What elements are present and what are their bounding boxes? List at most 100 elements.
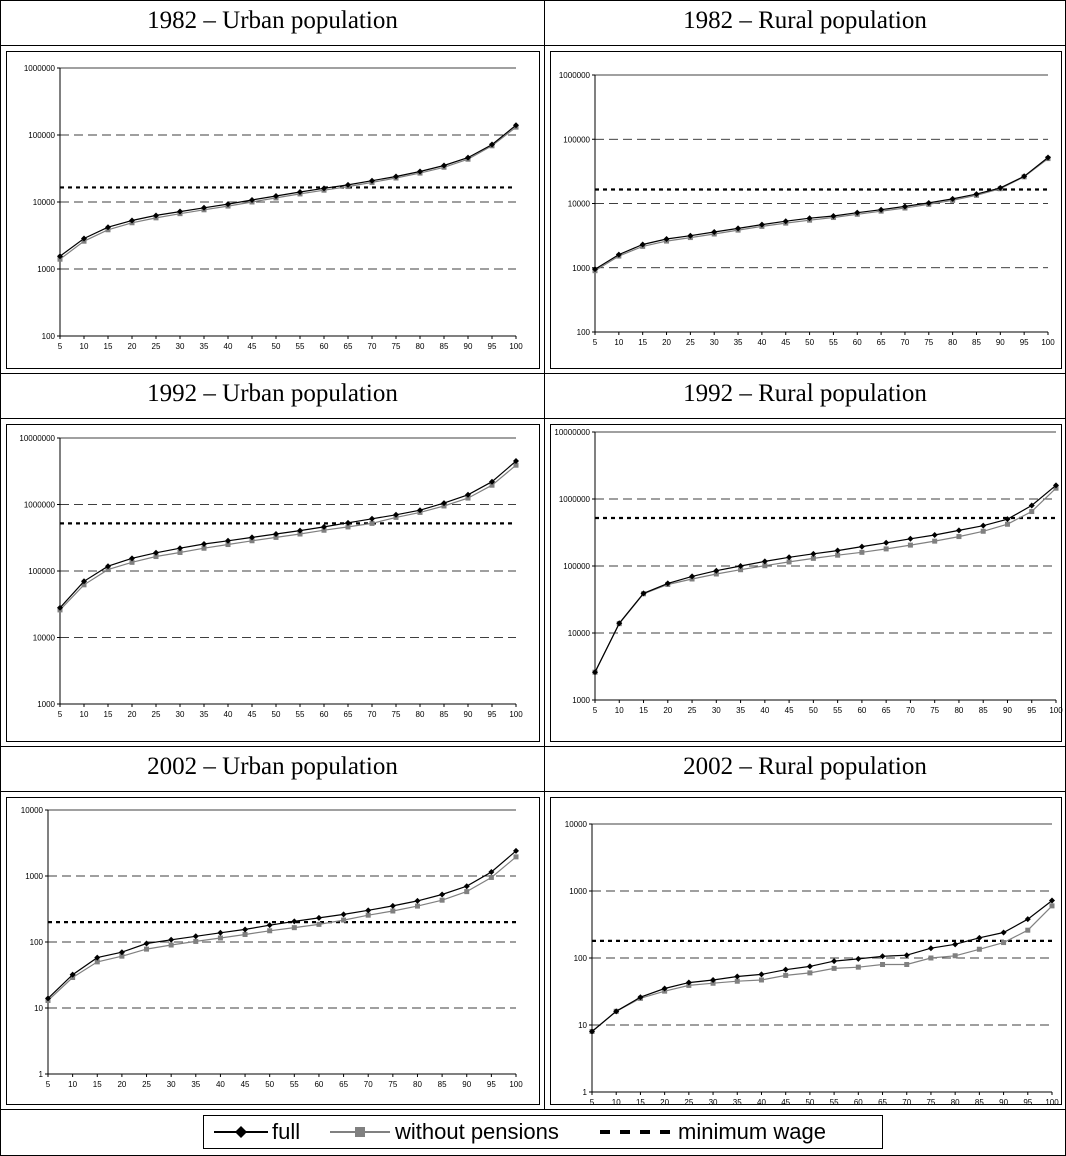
x-tick-label-2002-urban: 35 [191, 1080, 200, 1089]
point-full-1992-urban [369, 515, 375, 522]
x-tick-label-2002-rural: 20 [660, 1098, 669, 1107]
y-tick-label-1982-urban: 100000 [28, 131, 55, 140]
x-tick-label-1992-urban: 100 [509, 710, 523, 719]
x-tick-label-2002-rural: 95 [1023, 1098, 1032, 1107]
x-tick-label-1992-rural: 75 [930, 706, 939, 715]
point-without-pensions-2002-urban [144, 946, 150, 952]
point-without-pensions-1992-urban [81, 582, 87, 588]
y-tick-label-1992-urban: 10000 [33, 634, 56, 643]
point-without-pensions-2002-rural [928, 955, 934, 961]
point-full-1992-urban [297, 527, 303, 534]
point-full-1982-rural [1045, 154, 1051, 161]
y-tick-label-2002-rural: 1000 [569, 887, 587, 896]
x-tick-label-1992-urban: 75 [392, 710, 401, 719]
point-full-1982-rural [949, 195, 956, 202]
y-tick-label-1982-rural: 100 [577, 328, 591, 337]
x-tick-label-1982-rural: 50 [805, 338, 814, 347]
point-full-1982-rural [830, 212, 837, 219]
x-tick-label-1982-rural: 40 [757, 338, 766, 347]
x-tick-label-2002-rural: 80 [951, 1098, 960, 1107]
y-tick-label-1992-rural: 10000 [568, 629, 591, 638]
chart-title-2002-rural: 2002 – Rural population [683, 753, 927, 780]
x-tick-label-1982-rural: 80 [948, 338, 957, 347]
point-full-2002-urban [242, 926, 249, 933]
point-full-2002-urban [45, 995, 51, 1002]
x-tick-label-1992-rural: 40 [760, 706, 769, 715]
x-tick-label-1982-rural: 20 [662, 338, 671, 347]
point-without-pensions-1992-urban [513, 462, 519, 468]
point-without-pensions-1992-rural [1004, 521, 1010, 527]
point-full-1982-urban [249, 197, 255, 204]
y-tick-label-1992-rural: 1000000 [559, 495, 591, 504]
x-tick-label-2002-urban: 75 [388, 1080, 397, 1089]
point-without-pensions-1992-rural [883, 546, 889, 552]
point-without-pensions-2002-urban [94, 959, 100, 965]
y-tick-label-1992-rural: 100000 [563, 562, 590, 571]
point-full-1982-urban [153, 212, 159, 219]
x-tick-label-2002-urban: 85 [438, 1080, 447, 1089]
x-tick-label-1982-urban: 95 [488, 342, 497, 351]
point-full-1992-urban [177, 545, 183, 552]
point-full-1992-urban [321, 523, 327, 530]
y-tick-label-1992-urban: 10000000 [19, 434, 55, 443]
chart-frame-2002-urban [6, 797, 540, 1105]
point-full-1992-urban [129, 555, 135, 562]
x-tick-label-1992-rural: 45 [785, 706, 794, 715]
point-full-1982-rural [973, 191, 980, 198]
x-tick-label-1992-rural: 50 [809, 706, 818, 715]
point-full-1982-urban [513, 122, 519, 129]
x-tick-label-2002-rural: 15 [636, 1098, 645, 1107]
point-full-2002-rural [734, 973, 741, 980]
x-tick-label-1992-rural: 35 [736, 706, 745, 715]
x-tick-label-2002-urban: 25 [142, 1080, 151, 1089]
x-tick-label-1982-urban: 50 [272, 342, 281, 351]
point-full-2002-urban [439, 891, 446, 898]
point-full-1992-rural [761, 558, 768, 565]
x-tick-label-1992-rural: 10 [615, 706, 624, 715]
point-full-2002-urban [192, 933, 199, 940]
point-full-1982-rural [711, 229, 718, 236]
point-without-pensions-2002-rural [855, 964, 861, 970]
title-cell-1982-urban [0, 0, 545, 46]
x-tick-label-2002-urban: 40 [216, 1080, 225, 1089]
point-without-pensions-1992-urban [201, 545, 207, 551]
point-full-1982-urban [81, 235, 87, 242]
x-tick-label-1992-urban: 10 [80, 710, 89, 719]
x-tick-label-1992-rural: 65 [882, 706, 891, 715]
x-tick-label-2002-rural: 5 [590, 1098, 595, 1107]
y-tick-label-2002-rural: 1 [583, 1088, 588, 1097]
point-full-1982-rural [997, 184, 1004, 191]
point-without-pensions-1992-urban [273, 534, 279, 540]
x-tick-label-1992-rural: 80 [954, 706, 963, 715]
series-line-without-pensions-1982-urban [59, 126, 517, 260]
point-full-1992-urban [105, 563, 111, 570]
point-without-pensions-2002-urban [390, 908, 396, 914]
x-tick-label-2002-rural: 10 [612, 1098, 621, 1107]
point-without-pensions-2002-urban [217, 935, 223, 941]
y-tick-label-1982-rural: 1000000 [559, 71, 591, 80]
point-full-1992-rural [955, 527, 962, 534]
point-full-1992-urban [441, 500, 447, 507]
point-full-1982-urban [369, 177, 375, 184]
point-full-2002-rural [952, 941, 959, 948]
x-tick-label-1982-urban: 10 [80, 342, 89, 351]
x-tick-label-1992-rural: 70 [906, 706, 915, 715]
y-tick-label-2002-urban: 100 [30, 938, 44, 947]
x-tick-label-2002-rural: 40 [757, 1098, 766, 1107]
point-full-1992-rural [737, 563, 744, 569]
point-without-pensions-2002-rural [807, 970, 813, 976]
point-without-pensions-1992-rural [786, 559, 792, 565]
chart-frame-1992-rural [550, 424, 1062, 742]
x-tick-label-1982-urban: 65 [344, 342, 353, 351]
y-tick-label-1982-rural: 1000 [572, 264, 590, 273]
point-full-1992-rural [616, 620, 623, 627]
point-full-2002-rural [879, 953, 886, 960]
point-full-1992-urban [273, 531, 279, 538]
point-without-pensions-2002-urban [267, 928, 273, 934]
y-tick-label-2002-urban: 10 [34, 1004, 43, 1013]
point-without-pensions-2002-urban [439, 897, 445, 903]
x-tick-label-2002-urban: 95 [487, 1080, 496, 1089]
x-tick-label-1992-rural: 20 [663, 706, 672, 715]
point-full-1982-rural [663, 236, 670, 243]
